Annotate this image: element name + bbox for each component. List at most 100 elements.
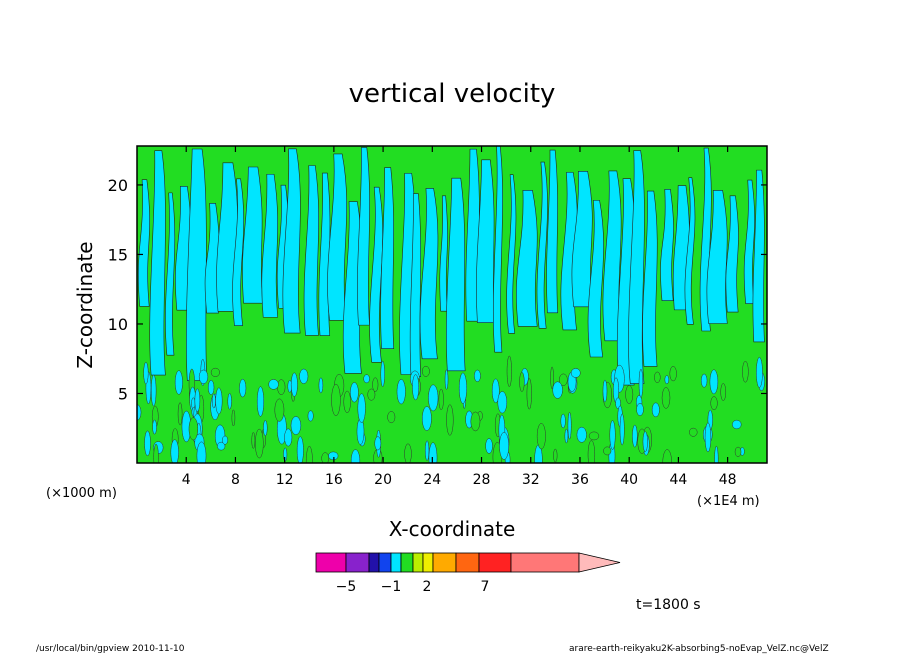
contour-cell xyxy=(428,384,439,412)
contour-cell xyxy=(625,385,634,404)
x-axis-ticks: 4 8 12 16 20 24 28 32 36 40 44 48 xyxy=(182,146,737,488)
contour-plume xyxy=(369,186,383,363)
contour-cell xyxy=(227,393,232,410)
contour-cell xyxy=(534,444,543,463)
contour-cell xyxy=(669,366,677,382)
contour-cell xyxy=(356,418,365,445)
contour-cell xyxy=(177,402,183,426)
contour-cell xyxy=(196,441,207,463)
contour-cell xyxy=(638,368,644,398)
time-label: t=1800 s xyxy=(636,597,701,613)
contour-cell xyxy=(296,436,304,463)
y-tick-label: 10 xyxy=(108,315,128,334)
contour-cell xyxy=(290,372,298,397)
contour-cell xyxy=(499,432,510,460)
contour-cell xyxy=(720,383,727,401)
contour-cell xyxy=(357,393,366,423)
contour-cell xyxy=(709,369,719,395)
y-tick-label: 5 xyxy=(118,384,128,403)
contour-cell xyxy=(552,381,563,399)
contour-cell xyxy=(570,368,581,378)
colorbar-swatch xyxy=(478,552,512,573)
contour-cell xyxy=(152,419,157,435)
contour-cell xyxy=(188,417,199,441)
contour-plume xyxy=(342,201,362,374)
colorbar-swatch xyxy=(378,552,392,573)
colorbar-labels: −5 −1 2 7 xyxy=(336,579,490,595)
x-tick-label: 12 xyxy=(276,472,294,488)
contour-cell xyxy=(470,411,481,432)
contour-cell xyxy=(207,379,215,395)
contour-cell xyxy=(343,390,351,413)
contour-field xyxy=(137,146,765,463)
contour-cell xyxy=(350,449,361,463)
contour-cell xyxy=(714,445,719,463)
x-tick-label: 32 xyxy=(522,472,540,488)
contour-plume xyxy=(587,200,604,358)
contour-cell xyxy=(231,409,236,427)
contour-cell xyxy=(143,362,149,385)
contour-cell xyxy=(603,446,612,456)
y-tick-label: 20 xyxy=(108,176,128,195)
contour-cell xyxy=(198,369,209,384)
contour-plume xyxy=(232,178,244,327)
contour-cell xyxy=(321,452,330,463)
contour-plume xyxy=(642,190,658,367)
contour-plume xyxy=(684,177,696,325)
colorbar-label: −5 xyxy=(336,579,357,595)
contour-plume xyxy=(380,167,395,350)
contour-cell xyxy=(170,439,179,463)
y-axis-label: Z-coordinate xyxy=(73,241,97,368)
contour-cell xyxy=(536,423,546,450)
contour-cell xyxy=(756,357,763,388)
colorbar-swatch xyxy=(432,552,457,573)
x-tick-label: 4 xyxy=(182,472,191,488)
colorbar-label: 2 xyxy=(423,579,432,595)
contour-cell xyxy=(689,427,698,437)
contour-cell xyxy=(210,367,220,377)
contour-plume xyxy=(282,148,301,334)
contour-cell xyxy=(404,443,412,463)
contour-cell xyxy=(444,369,449,390)
contour-plume xyxy=(546,149,558,314)
x-tick-label: 28 xyxy=(473,472,491,488)
contour-plume xyxy=(536,161,548,329)
contour-plume xyxy=(242,166,263,304)
contour-cell xyxy=(636,403,644,416)
contour-cell xyxy=(424,440,430,461)
x-unit-right: (×1E4 m) xyxy=(697,494,760,509)
chart-title: vertical velocity xyxy=(349,79,556,109)
colorbar-swatch xyxy=(455,552,480,573)
contour-cell xyxy=(363,374,370,384)
plot-frame xyxy=(136,145,768,464)
contour-cell xyxy=(602,379,608,403)
contour-cell xyxy=(396,379,406,405)
colorbar-swatch xyxy=(412,552,424,573)
contour-plume xyxy=(725,195,739,313)
contour-plume xyxy=(327,153,347,321)
contour-cell xyxy=(700,373,708,388)
contour-plume xyxy=(303,165,319,336)
contour-cell xyxy=(619,413,625,446)
contour-cell xyxy=(277,379,286,395)
x-tick-label: 24 xyxy=(423,472,441,488)
footer-program: /usr/local/bin/gpview 2010-11-10 xyxy=(36,644,185,654)
contour-plume xyxy=(149,150,166,376)
contour-cell xyxy=(704,422,712,453)
contour-cell xyxy=(412,374,420,401)
contour-cell xyxy=(268,379,279,390)
contour-plume xyxy=(419,188,439,360)
contour-cell xyxy=(222,435,228,445)
contour-cell xyxy=(732,419,742,430)
contour-cell xyxy=(194,388,201,412)
contour-cell xyxy=(742,360,749,383)
contour-plume xyxy=(138,179,150,307)
colorbar-label: 7 xyxy=(481,579,490,595)
x-tick-label: 20 xyxy=(374,472,392,488)
contour-cell xyxy=(256,386,265,417)
contour-cell xyxy=(387,411,396,424)
colorbar-swatch xyxy=(390,552,402,573)
contour-cell xyxy=(305,445,313,463)
contour-cell xyxy=(263,420,268,437)
x-axis-label: X-coordinate xyxy=(389,517,516,541)
